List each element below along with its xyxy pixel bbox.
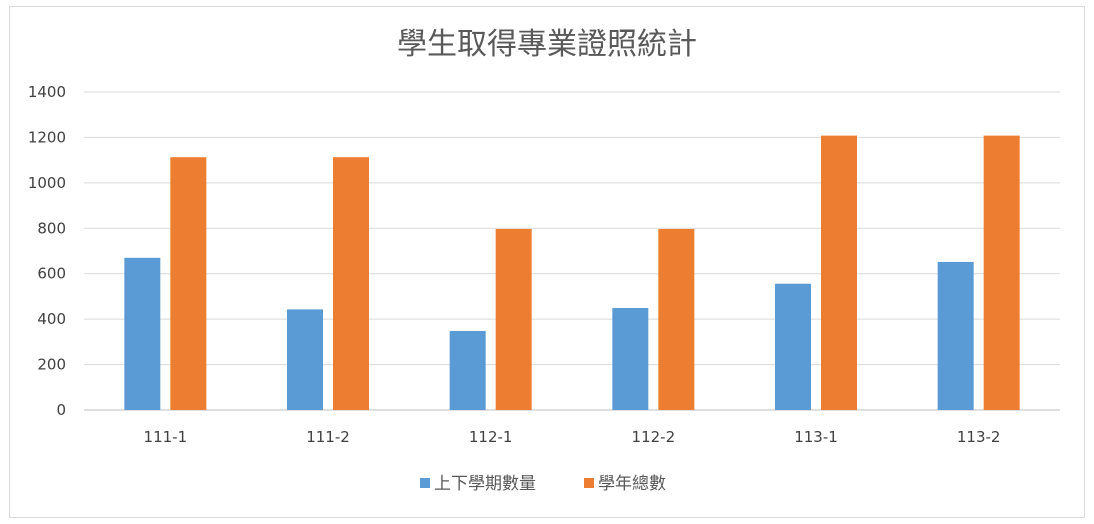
- y-tick-label: 1400: [28, 83, 66, 101]
- x-tick-label: 111-2: [306, 428, 350, 446]
- bar-1-111-1: [124, 257, 161, 410]
- bar-2-111-1: [170, 157, 207, 410]
- x-tick-label: 112-1: [469, 428, 513, 446]
- x-axis-ticks: 111-1 111-2 112-1 112-2 113-1 113-2: [144, 428, 1001, 446]
- bar-2-113-1: [821, 135, 857, 410]
- chart-title: 學生取得專業證照統計: [397, 27, 697, 62]
- bar-2-113-2: [983, 135, 1020, 410]
- y-tick-label: 400: [37, 310, 66, 328]
- y-tick-label: 200: [37, 356, 66, 374]
- legend-label-series-2: 學年總數: [598, 474, 666, 494]
- gridlines: [84, 91, 1060, 411]
- y-tick-label: 600: [37, 265, 66, 283]
- bar-1-112-1: [449, 330, 486, 410]
- bar-2-112-1: [495, 228, 532, 410]
- x-tick-label: 113-1: [794, 428, 838, 446]
- bar-1-112-2: [612, 308, 649, 410]
- bar-1-113-1: [775, 283, 811, 410]
- legend-swatch-series-1: [420, 478, 430, 488]
- bars: [124, 135, 1020, 410]
- x-tick-label: 113-2: [957, 428, 1001, 446]
- bar-2-112-2: [658, 228, 695, 410]
- x-tick-label: 112-2: [632, 428, 676, 446]
- y-axis-ticks: 0 200 400 600 800 1000 1200 1400: [28, 83, 66, 419]
- y-tick-label: 0: [56, 401, 66, 419]
- y-tick-label: 1000: [28, 174, 66, 192]
- y-tick-label: 800: [37, 219, 66, 237]
- bar-2-111-2: [333, 157, 369, 410]
- y-tick-label: 1200: [28, 128, 66, 146]
- bar-1-113-2: [937, 261, 974, 410]
- bar-1-111-2: [287, 309, 323, 410]
- legend-swatch-series-2: [584, 478, 594, 488]
- legend: 上下學期數量 學年總數: [420, 474, 666, 494]
- legend-label-series-1: 上下學期數量: [434, 474, 536, 494]
- x-tick-label: 111-1: [144, 428, 188, 446]
